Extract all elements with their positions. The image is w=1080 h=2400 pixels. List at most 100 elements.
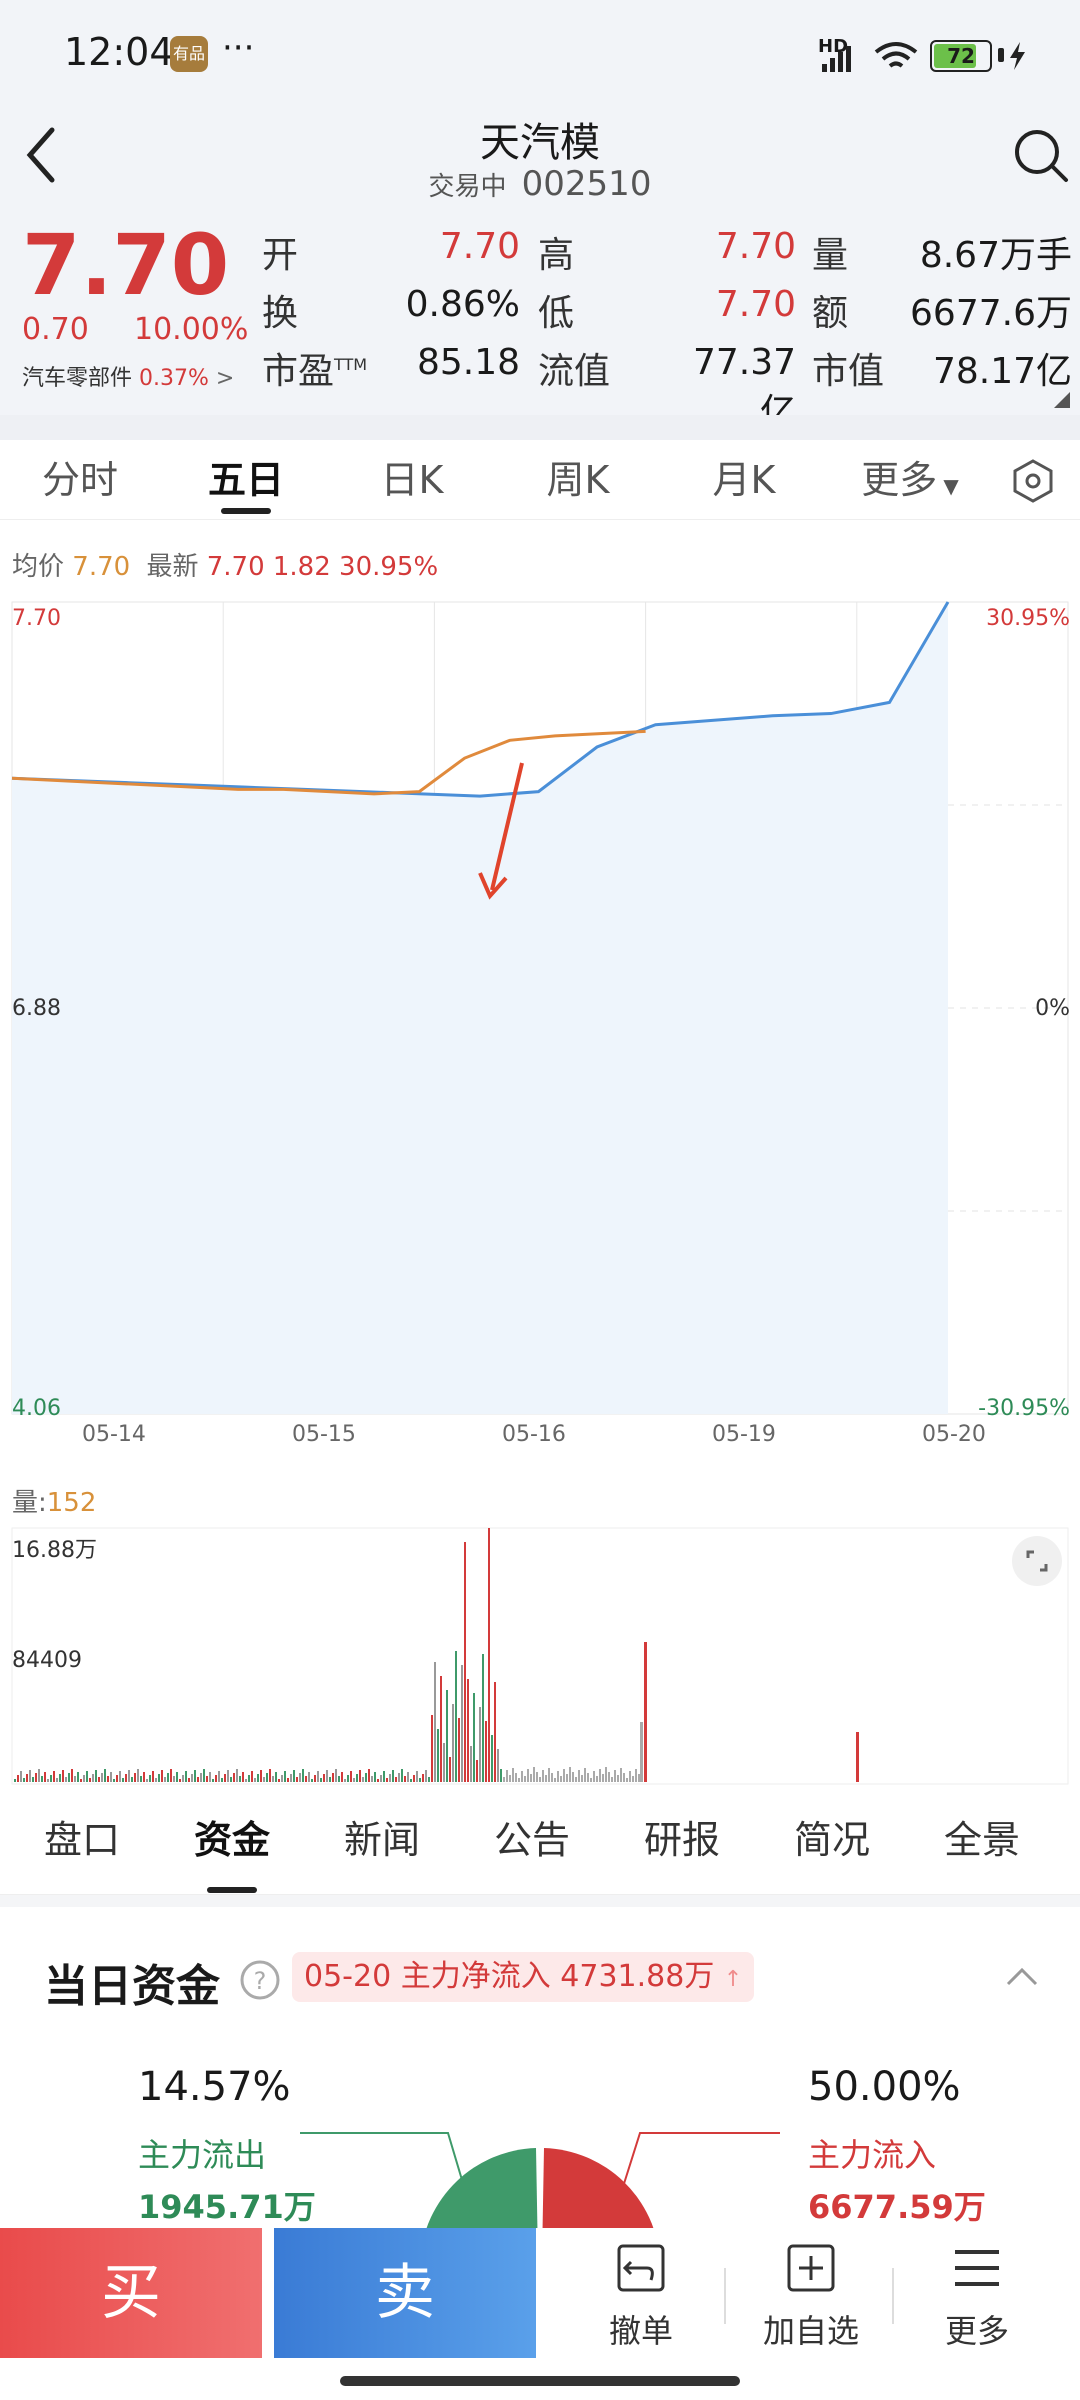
x-label-2: 05-15 bbox=[292, 1422, 356, 1447]
volume-bar bbox=[38, 1769, 40, 1782]
volume-bar bbox=[101, 1773, 103, 1782]
signal-icon bbox=[822, 46, 851, 72]
turnover-label: 换 bbox=[262, 293, 299, 334]
volume-bar bbox=[629, 1771, 631, 1782]
status-bar: 12:04 有品 ··· HD 72 bbox=[0, 0, 1080, 110]
five-day-price-chart[interactable] bbox=[0, 598, 1080, 1438]
dropdown-arrow-icon: ▼ bbox=[943, 474, 959, 498]
more-label: 更多 bbox=[944, 2312, 1009, 2350]
x-label-5: 05-20 bbox=[922, 1422, 986, 1447]
volume-bar bbox=[248, 1775, 250, 1782]
outflow-pct: 14.57% bbox=[138, 2064, 291, 2110]
tab-daily-k[interactable]: 日K bbox=[380, 458, 444, 502]
tab-more[interactable]: 更多 ▼ bbox=[861, 458, 959, 502]
tab-research[interactable]: 研报 bbox=[643, 1818, 720, 1862]
volume-bar bbox=[281, 1775, 283, 1782]
volume-bar bbox=[455, 1651, 457, 1782]
undo-icon bbox=[617, 2244, 665, 2292]
detail-tabs: 盘口 资金 新闻 公告 研报 简况 全景 bbox=[0, 1785, 1080, 1895]
volume-bar bbox=[98, 1777, 100, 1782]
volume-bar bbox=[272, 1776, 274, 1782]
volume-bar bbox=[545, 1775, 547, 1782]
more-button[interactable]: 更多 bbox=[922, 2242, 1032, 2352]
volume-bar bbox=[113, 1779, 115, 1782]
volume-bar bbox=[365, 1773, 367, 1782]
volume-bar bbox=[176, 1772, 178, 1782]
add-watchlist-button[interactable]: 加自选 bbox=[756, 2242, 866, 2352]
tab-weekly-k[interactable]: 周K bbox=[546, 458, 610, 502]
volume-bar bbox=[110, 1772, 112, 1782]
buy-button[interactable]: 买 bbox=[0, 2228, 262, 2358]
volume-bar bbox=[314, 1775, 316, 1782]
sector-link[interactable]: 汽车零部件 0.37% > bbox=[22, 360, 234, 392]
volume-bar bbox=[449, 1757, 451, 1782]
volume-bar bbox=[296, 1777, 298, 1782]
tab-profile[interactable]: 简况 bbox=[793, 1818, 870, 1862]
search-icon[interactable] bbox=[1012, 120, 1072, 190]
question-icon[interactable]: ? bbox=[238, 1958, 282, 2002]
volume-bar bbox=[71, 1769, 73, 1782]
volume-bar bbox=[59, 1774, 61, 1782]
volume-bar bbox=[548, 1768, 550, 1782]
volume-chart[interactable] bbox=[0, 1526, 1080, 1786]
latest-change: 1.82 bbox=[272, 552, 331, 582]
amount-label: 额 bbox=[812, 293, 849, 334]
pe-value: 85.18 bbox=[416, 342, 520, 383]
y-left-bottom: 4.06 bbox=[12, 1396, 61, 1421]
volume-bar bbox=[401, 1769, 403, 1782]
price-line bbox=[11, 601, 950, 798]
volume-bar bbox=[599, 1769, 601, 1782]
volume-bar bbox=[182, 1775, 184, 1782]
volume-bar bbox=[617, 1775, 619, 1782]
settings-hexagon-icon[interactable] bbox=[1010, 458, 1056, 504]
tab-monthly-k[interactable]: 月K bbox=[712, 458, 776, 502]
tab-overview[interactable]: 全景 bbox=[943, 1818, 1020, 1862]
volume-bar bbox=[125, 1774, 127, 1782]
cancel-order-button[interactable]: 撤单 bbox=[586, 2242, 696, 2352]
volume-bar bbox=[68, 1773, 70, 1782]
volume-bar bbox=[32, 1777, 34, 1782]
volume-bar bbox=[635, 1769, 637, 1782]
x-label-4: 05-19 bbox=[712, 1422, 776, 1447]
volume-bar bbox=[638, 1774, 640, 1782]
volume-current: 152 bbox=[46, 1488, 97, 1518]
volume-bar bbox=[362, 1777, 364, 1782]
volume-bar bbox=[35, 1773, 37, 1782]
tab-news[interactable]: 新闻 bbox=[343, 1818, 420, 1862]
latest-pct: 30.95% bbox=[339, 552, 439, 582]
float-cap-value: 77.37亿 bbox=[692, 342, 796, 433]
volume-bar bbox=[56, 1778, 58, 1782]
tab-funds[interactable]: 资金 bbox=[162, 1785, 302, 1895]
volume-bar bbox=[335, 1769, 337, 1782]
volume-bar bbox=[464, 1542, 466, 1782]
volume-bar bbox=[377, 1779, 379, 1782]
collapse-icon[interactable] bbox=[1002, 1962, 1042, 1992]
volume-bar bbox=[152, 1771, 154, 1782]
volume-bar bbox=[584, 1768, 586, 1782]
back-icon[interactable] bbox=[18, 120, 66, 190]
volume-bar bbox=[575, 1777, 577, 1782]
stock-name: 天汽模 bbox=[480, 120, 600, 166]
fullscreen-button[interactable] bbox=[1012, 1536, 1062, 1586]
volume-bar bbox=[389, 1774, 391, 1782]
amount-value: 6677.6万 bbox=[910, 293, 1072, 334]
volume-bar bbox=[209, 1772, 211, 1782]
volume-value: 8.67万手 bbox=[919, 235, 1072, 276]
bottom-action-bar: 买 卖 撤单 加自选 更多 bbox=[0, 2228, 1080, 2358]
annotation-arrow bbox=[478, 762, 524, 900]
volume-bar bbox=[632, 1776, 634, 1782]
expand-corner-icon[interactable] bbox=[1052, 390, 1072, 410]
tab-five-day[interactable]: 五日 bbox=[186, 440, 306, 520]
volume-bar bbox=[608, 1772, 610, 1782]
tab-intraday[interactable]: 分时 bbox=[41, 458, 118, 502]
tab-announcements[interactable]: 公告 bbox=[493, 1818, 570, 1862]
home-indicator bbox=[340, 2376, 740, 2386]
volume-bar bbox=[242, 1772, 244, 1782]
volume-bar bbox=[521, 1771, 523, 1782]
sell-button[interactable]: 卖 bbox=[274, 2228, 536, 2358]
open-value: 7.70 bbox=[439, 226, 520, 267]
volume-bar bbox=[41, 1776, 43, 1782]
volume-bar bbox=[497, 1749, 499, 1782]
sector-pct: 0.37% bbox=[139, 366, 209, 391]
tab-order-book[interactable]: 盘口 bbox=[43, 1818, 120, 1862]
